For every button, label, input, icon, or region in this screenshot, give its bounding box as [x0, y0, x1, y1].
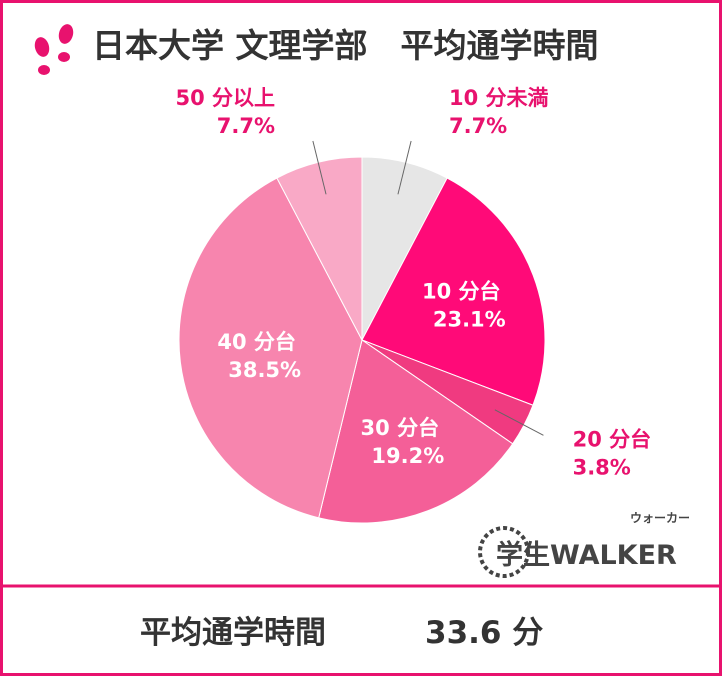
value-label: 38.5%	[228, 358, 301, 382]
slice-label: 50 分以上	[175, 86, 275, 110]
footer-value: 33.6 分	[425, 615, 543, 651]
slice-label: 20 分台	[573, 428, 652, 452]
value-label: 3.8%	[573, 456, 631, 480]
leader-line	[397, 140, 412, 195]
pie-slice	[361, 177, 546, 406]
logo-ruby: ウォーカー	[630, 511, 690, 525]
value-label: 7.7%	[217, 114, 275, 138]
value-label: 7.7%	[449, 114, 507, 138]
footprint-icon	[34, 24, 74, 75]
leader-line	[494, 409, 544, 436]
footer-label: 平均通学時間	[140, 615, 326, 651]
logo: 学生WALKER ウォーカー	[478, 511, 690, 578]
value-label: 23.1%	[433, 307, 506, 331]
pie-slice	[178, 177, 363, 519]
slice-label: 10 分台	[422, 279, 501, 303]
pie: 10 分未満 7.7% 10 分台 23.1% 20 分台 3.8% 30 分台 19.2% 4…	[175, 86, 652, 524]
slice-label: 40 分台	[217, 330, 296, 354]
slice-label: 10 分未満	[449, 86, 549, 110]
pie-slice	[318, 339, 514, 524]
logo-text: 学生WALKER	[496, 539, 677, 571]
value-label: 19.2%	[371, 444, 444, 468]
leader-line	[312, 140, 327, 195]
chart-title: 日本大学 文理学部 平均通学時間	[92, 26, 599, 65]
slice-label: 30 分台	[361, 416, 440, 440]
